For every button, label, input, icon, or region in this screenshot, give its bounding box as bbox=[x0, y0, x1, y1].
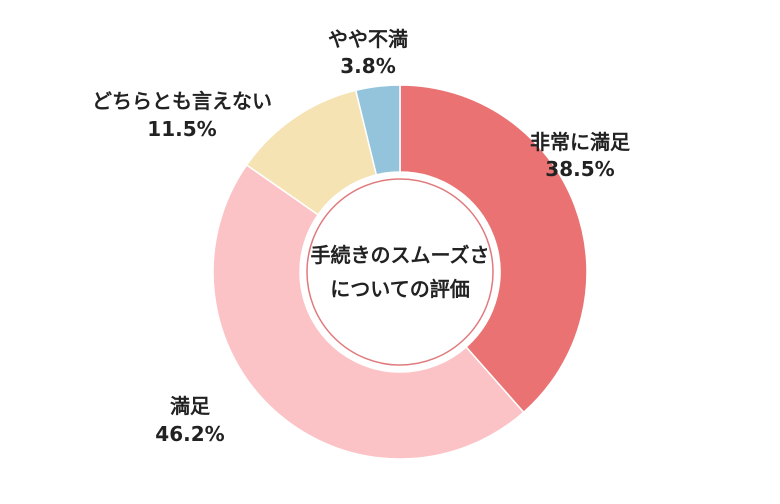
slice-value-slightly-dissatisfied: 3.8% bbox=[340, 54, 395, 78]
center-title-line-2: についての評価 bbox=[330, 277, 469, 301]
slice-label-neutral: どちらとも言えない bbox=[92, 89, 272, 113]
slice-label-slightly-dissatisfied: やや不満 bbox=[328, 27, 408, 51]
slice-value-very-satisfied: 38.5% bbox=[545, 157, 614, 181]
slice-value-neutral: 11.5% bbox=[147, 117, 216, 141]
center-title-line-1: 手続きのスムーズさ bbox=[311, 243, 490, 267]
donut-inner-ring bbox=[306, 178, 494, 366]
slices-layer bbox=[212, 84, 588, 460]
center-layer: 手続きのスムーズさ についての評価 bbox=[300, 172, 500, 372]
slice-value-satisfied: 46.2% bbox=[155, 422, 224, 446]
slice-label-very-satisfied: 非常に満足 bbox=[530, 130, 631, 154]
slice-label-satisfied: 満足 bbox=[170, 394, 211, 418]
donut-hole bbox=[300, 172, 500, 372]
labels-layer: 非常に満足 38.5% 満足 46.2% どちらとも言えない 11.5% やや不… bbox=[92, 27, 631, 446]
